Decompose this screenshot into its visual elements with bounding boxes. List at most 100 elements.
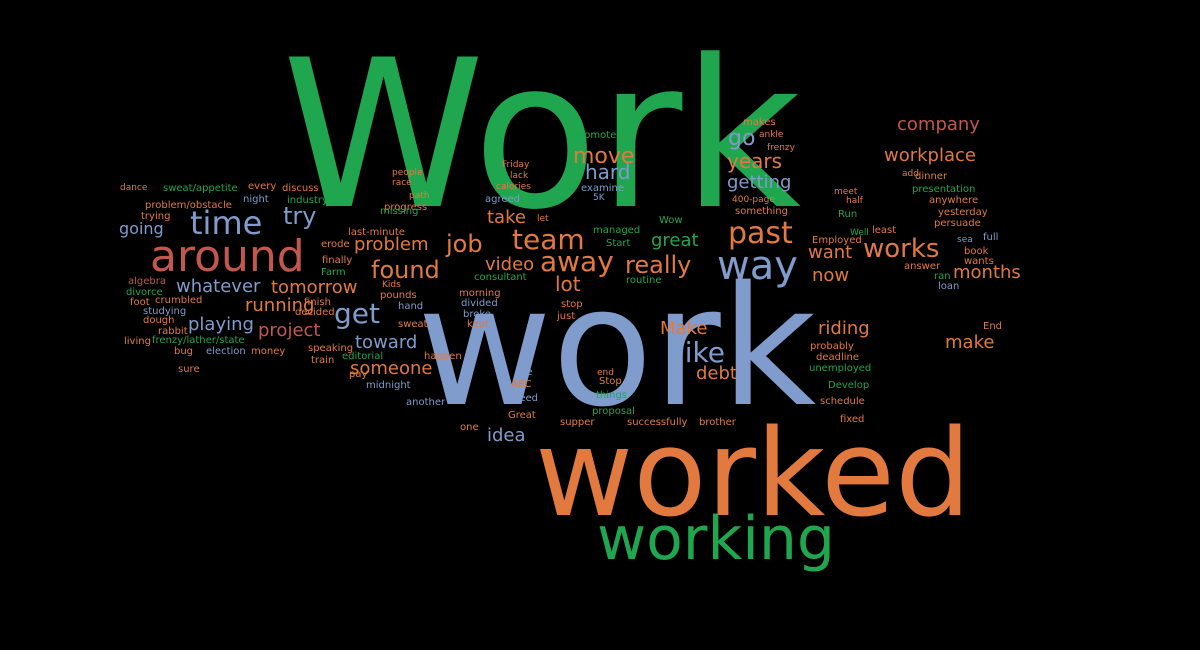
word-riding: riding bbox=[818, 318, 870, 339]
word-running: running bbox=[245, 295, 315, 316]
word-dough: dough bbox=[143, 315, 175, 326]
word-company: company bbox=[897, 114, 980, 135]
word-divorce: divorce bbox=[126, 287, 163, 298]
word-found: found bbox=[371, 256, 440, 284]
word-problem: problem bbox=[354, 234, 429, 255]
word-stop: Stop bbox=[599, 376, 622, 387]
word-let: let bbox=[537, 214, 549, 224]
word-now: now bbox=[812, 265, 850, 286]
word-dance: dance bbox=[120, 183, 148, 193]
word-race: race bbox=[392, 178, 412, 188]
word-dinner: dinner bbox=[915, 171, 948, 182]
word-finish: finish bbox=[304, 297, 331, 308]
word-months: months bbox=[953, 262, 1021, 283]
word-happen: happen bbox=[424, 351, 462, 362]
word-managed: managed bbox=[593, 225, 641, 236]
word-go: go bbox=[728, 126, 756, 151]
word-years: years bbox=[727, 149, 783, 173]
word-broke: broke bbox=[463, 309, 491, 320]
word-another: another bbox=[406, 397, 446, 408]
word-really: really bbox=[625, 251, 692, 279]
word-bug: bug bbox=[174, 346, 194, 357]
word-sure: sure bbox=[178, 364, 200, 375]
word-discuss: discuss bbox=[282, 183, 319, 194]
word-problem-obstacle: problem/obstacle bbox=[145, 200, 232, 211]
word-hand: hand bbox=[398, 301, 424, 312]
word-away: away bbox=[540, 245, 614, 278]
word-time: time bbox=[190, 204, 263, 242]
word-schedule: schedule bbox=[820, 396, 865, 407]
word-rabbit: rabbit bbox=[158, 326, 188, 337]
word-deadline: deadline bbox=[816, 352, 860, 363]
word-lot: lot bbox=[555, 272, 581, 296]
word-fixed: fixed bbox=[840, 414, 865, 425]
word-debt: debt bbox=[696, 363, 737, 384]
word-team: team bbox=[512, 223, 585, 256]
word-add: add bbox=[902, 169, 919, 179]
word-work: work bbox=[417, 251, 817, 443]
word-algebra: algebra bbox=[128, 276, 166, 287]
word-missing: missing bbox=[380, 206, 419, 217]
word-sweat-appetite: sweat/appetite bbox=[163, 183, 238, 194]
word-unemployed: unemployed bbox=[809, 363, 872, 374]
word-decided: decided bbox=[295, 307, 335, 318]
word-money: money bbox=[251, 346, 286, 357]
word-every: every bbox=[248, 181, 277, 192]
word-see: see bbox=[515, 367, 533, 378]
word-tomorrow: tomorrow bbox=[271, 277, 358, 298]
word-things: things bbox=[596, 390, 627, 401]
word-farm: Farm bbox=[321, 267, 346, 278]
word-calories: calories bbox=[496, 182, 531, 192]
word-pounds: pounds bbox=[380, 290, 417, 301]
word-pay: pay bbox=[349, 369, 368, 380]
word-midnight: midnight bbox=[366, 380, 411, 391]
word-living: living bbox=[124, 336, 151, 347]
word-successfully: successfully bbox=[627, 417, 688, 428]
word-project: project bbox=[258, 320, 321, 341]
word-agreed: agreed bbox=[485, 194, 521, 205]
word-morning: morning bbox=[459, 288, 501, 299]
word-divided: divided bbox=[461, 298, 498, 309]
word-abc: ABC bbox=[511, 379, 532, 390]
word-finally: finally bbox=[322, 255, 353, 266]
word-answer: answer bbox=[904, 261, 941, 272]
word-probably: probably bbox=[810, 341, 854, 352]
word-around: around bbox=[150, 231, 305, 282]
word-need: need bbox=[513, 393, 538, 404]
word-employed: Employed bbox=[812, 235, 862, 246]
word-working: working bbox=[597, 504, 835, 574]
word-full: full bbox=[983, 232, 999, 243]
word-wants: wants bbox=[964, 256, 994, 267]
word-editorial: editorial bbox=[342, 351, 384, 362]
word-yesterday: yesterday bbox=[938, 207, 988, 218]
word-examine: examine bbox=[581, 183, 625, 194]
word-just: just bbox=[557, 311, 576, 322]
word-400-page: 400-page bbox=[732, 195, 775, 205]
word-get: get bbox=[334, 297, 380, 330]
word-consultant: consultant bbox=[474, 272, 527, 283]
word-progress: progress bbox=[384, 202, 428, 213]
word-industry: industry bbox=[287, 195, 328, 206]
word-wow: Wow bbox=[659, 215, 683, 226]
word-develop: Develop bbox=[828, 380, 870, 391]
word-want: want bbox=[808, 242, 853, 263]
word-routine: routine bbox=[626, 275, 662, 286]
word-getting: getting bbox=[727, 172, 792, 193]
word-half: half bbox=[846, 196, 863, 206]
word-make: make bbox=[945, 332, 995, 353]
word-hard: hard bbox=[585, 160, 631, 184]
word-night: night bbox=[243, 194, 269, 205]
word-playing: playing bbox=[188, 314, 254, 335]
word-idea: idea bbox=[487, 425, 526, 446]
word-someone: someone bbox=[350, 358, 433, 379]
word-like: like bbox=[677, 336, 726, 369]
word-sea: sea bbox=[957, 235, 973, 245]
word-erode: erode bbox=[321, 239, 350, 250]
word-frenzy-lather-state: frenzy/lather/state bbox=[152, 335, 245, 346]
word-one: one bbox=[460, 422, 479, 433]
word-trying: trying bbox=[141, 211, 171, 222]
word-toward: toward bbox=[355, 332, 418, 353]
word-speaking: speaking bbox=[308, 343, 354, 354]
word-election: election bbox=[206, 346, 246, 357]
word-anywhere: anywhere bbox=[929, 195, 979, 206]
